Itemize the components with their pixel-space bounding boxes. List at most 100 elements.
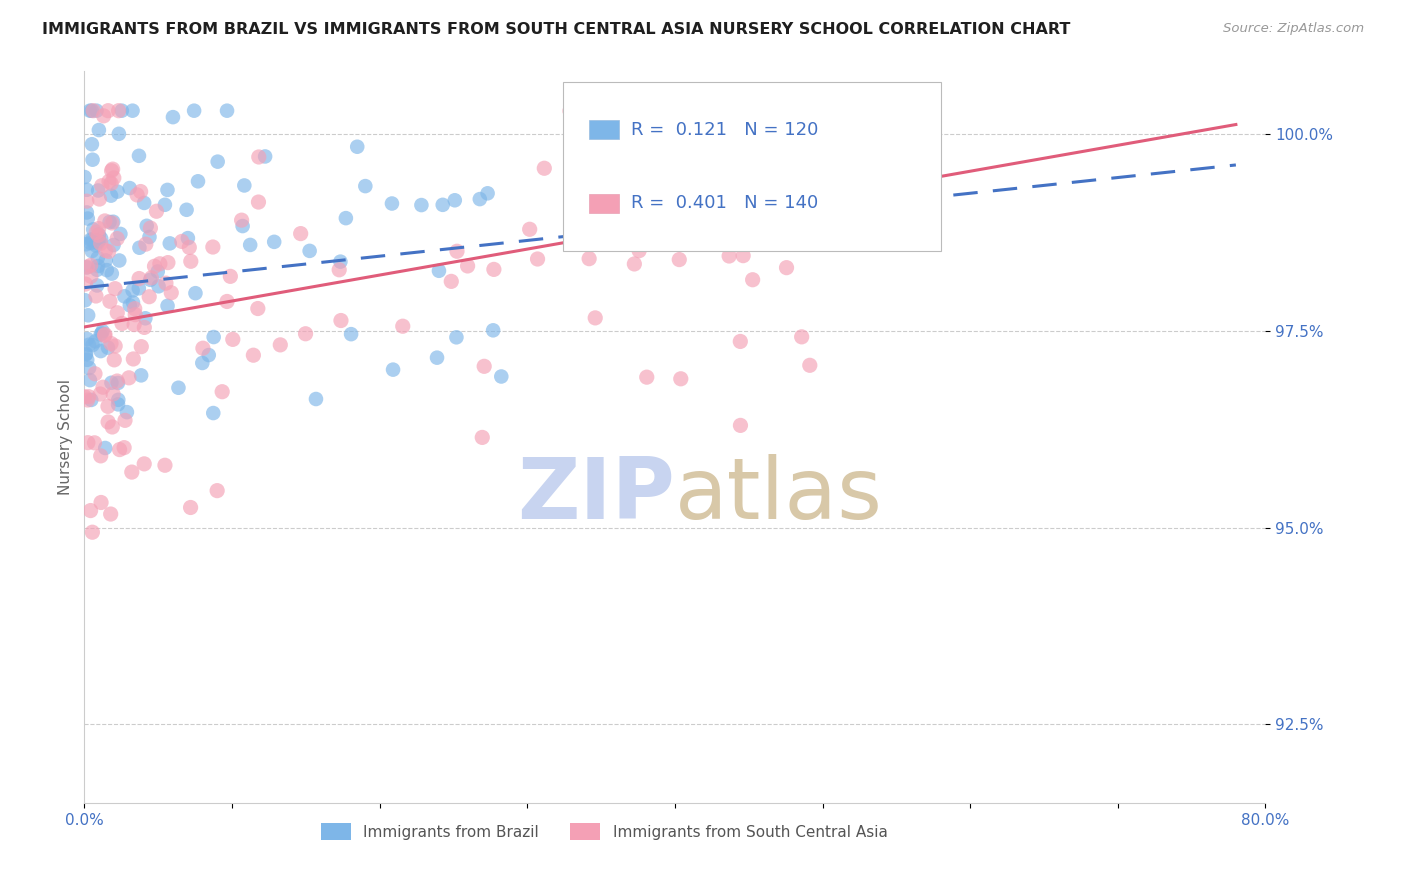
Point [146, 264, 169, 278]
Point [79, 103, 101, 118]
Point [86, 278, 108, 293]
Point [76, 352, 98, 367]
Point [232, 219, 254, 233]
Point [118, 181, 141, 195]
Point [346, 140, 368, 154]
Point [191, 341, 214, 355]
Point [77, 435, 100, 450]
Point [103, 170, 125, 185]
Point [87, 184, 110, 198]
Point [730, 334, 752, 349]
Point [110, 227, 132, 241]
Point [815, 103, 838, 118]
Point [122, 295, 145, 310]
Point [100, 188, 122, 202]
Point [391, 319, 413, 334]
Point [471, 430, 494, 444]
Point [90, 178, 112, 193]
Point [80, 137, 103, 152]
Point [75, 348, 97, 362]
Point [269, 338, 291, 352]
Point [335, 211, 357, 226]
Point [143, 260, 166, 274]
Point [76, 392, 98, 407]
Point [94, 244, 117, 258]
Point [233, 178, 256, 193]
Point [714, 103, 737, 118]
Point [90, 327, 112, 342]
Point [87, 228, 110, 243]
Point [75, 237, 97, 252]
Point [411, 198, 433, 212]
Point [118, 371, 141, 385]
Point [156, 183, 179, 197]
Point [135, 219, 157, 233]
Point [94, 441, 117, 455]
Point [330, 313, 353, 327]
Point [482, 323, 505, 337]
Point [177, 231, 200, 245]
Point [730, 418, 752, 433]
Point [440, 274, 463, 288]
Point [468, 192, 491, 206]
Point [733, 249, 755, 263]
Point [100, 376, 122, 390]
Point [202, 330, 225, 344]
Point [426, 351, 449, 365]
Point [103, 215, 125, 229]
Point [668, 252, 690, 267]
Point [108, 253, 131, 268]
Text: IMMIGRANTS FROM BRAZIL VS IMMIGRANTS FROM SOUTH CENTRAL ASIA NURSERY SCHOOL CORR: IMMIGRANTS FROM BRAZIL VS IMMIGRANTS FRO… [42, 22, 1070, 37]
Point [89, 387, 111, 401]
Point [82, 525, 104, 540]
Legend: Immigrants from Brazil, Immigrants from South Central Asia: Immigrants from Brazil, Immigrants from … [315, 816, 893, 847]
Point [134, 196, 156, 211]
Point [148, 279, 170, 293]
Point [160, 285, 183, 300]
Point [149, 257, 172, 271]
Point [124, 301, 146, 316]
Point [207, 154, 229, 169]
Point [446, 330, 468, 344]
Point [222, 332, 245, 346]
Point [211, 384, 233, 399]
Point [558, 103, 581, 118]
Point [90, 326, 112, 341]
Point [135, 237, 157, 252]
Point [84, 334, 107, 349]
Point [187, 174, 209, 188]
Point [86, 103, 108, 118]
Point [76, 211, 98, 226]
Point [215, 103, 238, 118]
Point [115, 405, 138, 419]
Point [201, 240, 224, 254]
Point [838, 107, 860, 121]
Point [738, 160, 761, 174]
Point [239, 238, 262, 252]
Point [101, 162, 124, 177]
Point [87, 259, 110, 273]
Point [129, 340, 152, 354]
Point [75, 277, 97, 291]
Y-axis label: Nursery School: Nursery School [58, 379, 73, 495]
Point [77, 390, 100, 404]
Text: ZIP: ZIP [517, 454, 675, 537]
Point [105, 374, 128, 388]
Point [94, 253, 117, 268]
Point [108, 442, 131, 457]
Point [491, 369, 513, 384]
FancyBboxPatch shape [589, 120, 620, 139]
Point [94, 327, 117, 342]
Point [100, 336, 122, 351]
Point [775, 260, 797, 275]
Point [87, 221, 110, 235]
Point [96, 263, 118, 277]
Point [128, 271, 150, 285]
Point [82, 222, 104, 236]
Point [790, 112, 813, 126]
Point [718, 249, 741, 263]
Point [80, 103, 103, 118]
Point [748, 186, 770, 201]
Point [97, 244, 120, 259]
Point [76, 183, 98, 197]
